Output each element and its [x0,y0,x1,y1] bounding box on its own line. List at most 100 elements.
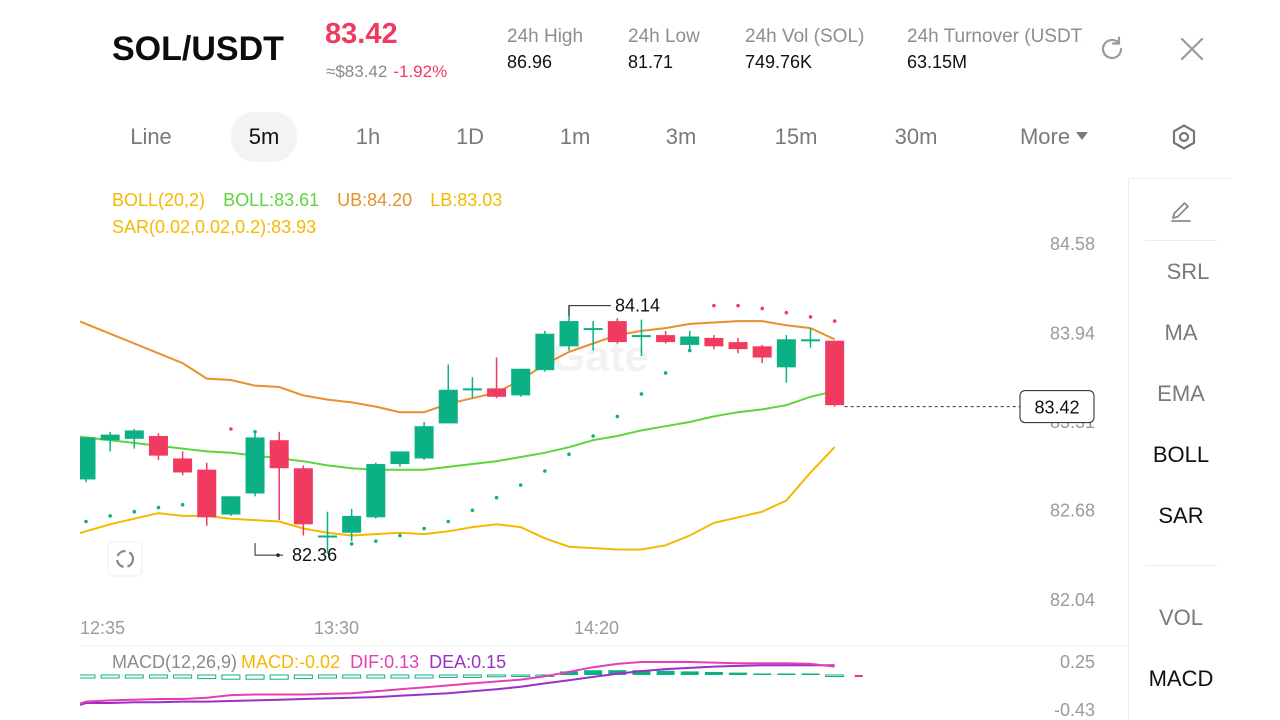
usd-price: ≈$83.42 [326,62,388,81]
macd-histogram-bar [729,672,748,675]
high-marker-line [568,305,611,316]
candle-body [148,436,168,456]
dif-value: DIF:0.13 [350,652,420,672]
chevron-down-icon [1076,132,1089,141]
dea-value: DEA:0.15 [429,652,507,672]
stat-label: 24h Vol (SOL) [745,26,865,47]
candle-body [414,426,434,459]
macd-histogram-bar [584,670,603,675]
macd-axis-label: 0.25 [1060,652,1095,672]
tab-1m[interactable]: 1m [559,124,591,149]
macd-histogram-bar [124,674,144,679]
candle-body [704,337,724,347]
macd-histogram-bar [366,674,386,679]
macd-histogram-bar [462,674,482,678]
time-axis-label: 13:30 [314,618,359,638]
scroll-latest-button [107,541,143,577]
sar-dot [543,469,547,473]
sar-legend: SAR(0.02,0.02,0.2):83.93 [112,217,334,238]
tab-5m[interactable]: 5m [231,112,297,162]
sidebar-item-sar[interactable]: SAR [1158,503,1204,528]
candle-body [776,339,796,368]
sar-dot [180,502,185,507]
refresh-icon[interactable] [1097,34,1127,64]
sar-dot [156,505,161,510]
boll-middle-band [80,390,835,471]
time-axis-label: 14:20 [574,618,619,638]
sidebar-item-boll[interactable]: BOLL [1152,442,1210,467]
kline-chart[interactable]: Gate84.5883.9483.3182.6882.0484.1482.368… [80,178,1128,720]
macd-axis-label: -0.43 [1054,700,1095,720]
macd-histogram-bar [173,674,193,679]
macd-histogram-bar [438,674,458,678]
settings-icon[interactable] [1169,122,1199,152]
last-price: 83.42 [325,18,398,50]
low-marker-label: 82.36 [292,545,337,565]
macd-histogram-bar [608,670,627,675]
edit-drawing-button[interactable] [1129,197,1233,231]
tab-more[interactable]: More [1006,112,1102,162]
sidebar-item-ema[interactable]: EMA [1157,381,1205,406]
sar-dot [639,392,644,396]
high-marker-label: 84.14 [615,296,660,316]
sar-dot [808,315,813,319]
sar-dot [132,509,137,514]
sidebar-item-srl[interactable]: SRL [1166,259,1210,284]
candle-body [245,437,265,494]
candle-body [462,388,482,391]
y-axis-label: 84.58 [1050,234,1095,254]
macd-histogram-bar [245,674,265,680]
sidebar-item-ma[interactable]: MA [1164,320,1198,345]
macd-histogram-bar [680,671,699,675]
sar-dot [832,319,837,323]
macd-histogram-bar [342,674,362,679]
sidebar-item-macd[interactable]: MACD [1148,666,1214,691]
sar-dot [253,430,257,434]
current-price-label: 83.42 [1034,398,1079,418]
boll-ub-value: UB:84.20 [337,190,413,210]
tab-30m[interactable]: 30m [894,124,938,149]
pair-title[interactable]: SOL/USDT [112,30,284,68]
candle-body [752,346,772,358]
sar-dot [591,434,595,438]
macd-histogram-bar [414,674,434,679]
candle-body [559,321,579,347]
candle-body [656,335,676,343]
stat-label: 24h Turnover (USDT) [907,26,1083,47]
tab-3m[interactable]: 3m [665,124,697,149]
sidebar-divider [1145,240,1217,241]
stat-24h-low: 24h Low 81.71 [628,26,700,73]
candle-body [366,464,386,518]
tab-1d[interactable]: 1D [455,124,485,149]
macd-histogram-bar [825,674,845,677]
sar-dot [518,483,523,487]
sar-dot [422,526,426,531]
boll-params: BOLL(20,2) [112,190,206,210]
candle-body [631,335,651,338]
sar-dot [712,303,716,308]
sidebar-item-vol[interactable]: VOL [1158,605,1204,630]
price-change: -1.92% [393,62,448,81]
sar-dot [760,306,764,311]
candle-body [680,336,700,345]
macd-legend: MACD(12,26,9) MACD:-0.02 DIF:0.13 DEA:0.15 [112,652,524,673]
close-icon[interactable] [1177,34,1207,64]
tab-more-label: More [1019,124,1071,149]
sar-dot [494,495,499,500]
macd-histogram-bar [801,673,820,675]
kline-chart-canvas[interactable]: Gate84.5883.9483.3182.6882.0484.1482.368… [80,178,1128,720]
tab-15m[interactable]: 15m [774,124,818,149]
sar-dot [663,371,668,375]
candle-body [825,340,845,406]
candle-body [80,437,96,480]
candle-body [801,339,820,342]
scroll-latest-icon[interactable] [107,541,143,577]
stat-24h-high: 24h High 86.96 [507,26,583,73]
interval-tabs: Line 5m 1h 1D 1m 3m 15m 30m More [0,112,1280,164]
tab-1h[interactable]: 1h [355,124,381,149]
tab-line[interactable]: Line [130,124,172,149]
macd-histogram-bar [318,674,337,679]
stat-24h-turnover: 24h Turnover (USDT) 63.15M [907,26,1083,73]
macd-histogram-bar [777,673,796,675]
macd-histogram-bar [197,674,217,680]
